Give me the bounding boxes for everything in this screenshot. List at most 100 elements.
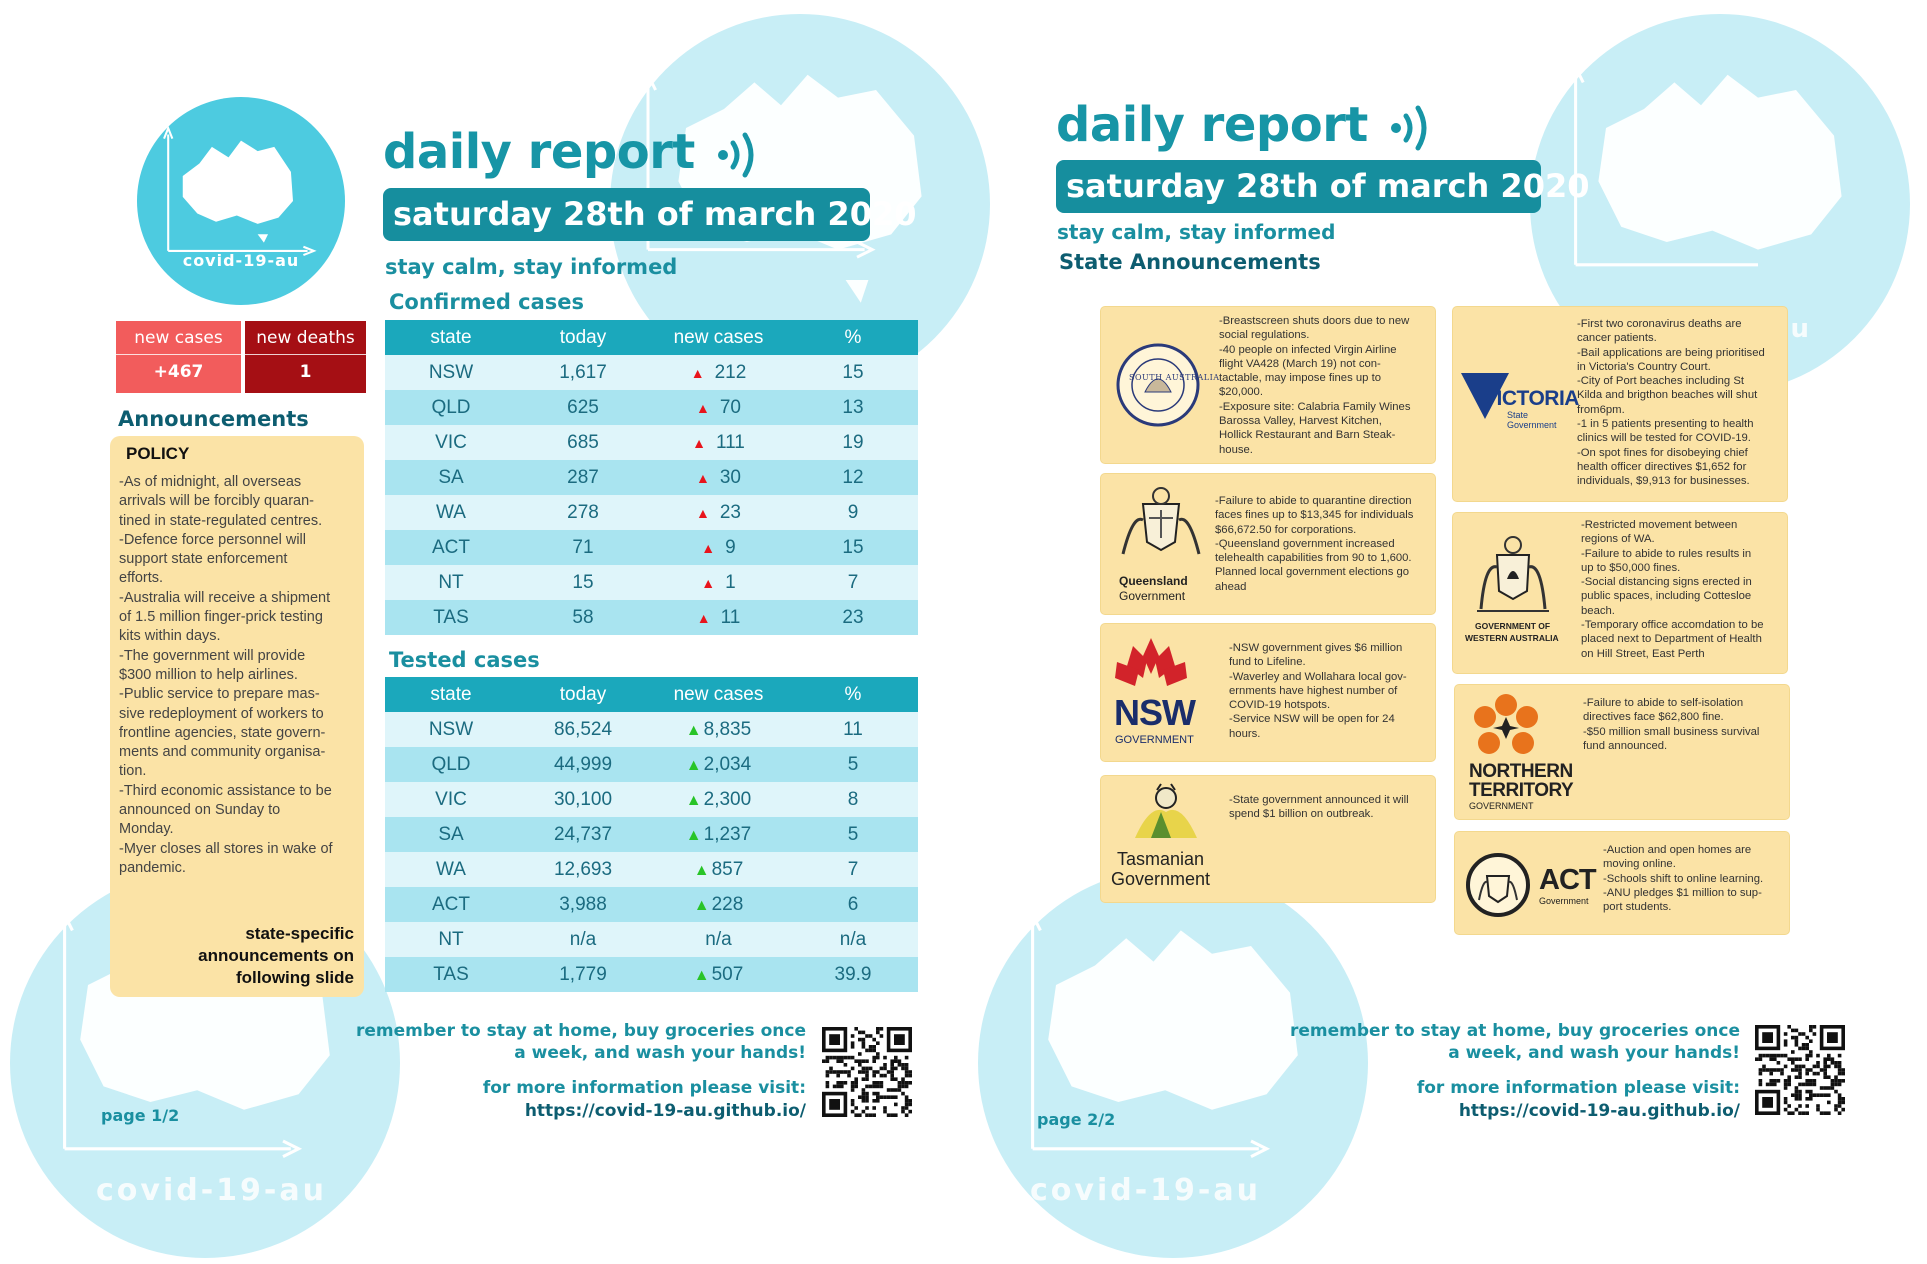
- state-card-tas: Tasmanian Government -State government a…: [1101, 776, 1435, 902]
- cell-today-value: 1,617: [559, 361, 607, 383]
- new-deaths-box: new deaths 1: [245, 321, 366, 393]
- title-text: daily report: [1056, 97, 1368, 153]
- broadcast-icon: [718, 132, 754, 178]
- tested-title: Tested cases: [389, 648, 540, 672]
- col-today: today: [517, 320, 649, 355]
- cell-state: ACT: [385, 887, 517, 922]
- up-arrow-icon: ▲: [701, 574, 716, 591]
- vic-logo-line2: State: [1507, 410, 1529, 420]
- cell-new-cases: ▲ 507: [649, 957, 788, 992]
- cell-state-value: SA: [438, 823, 464, 845]
- state-card-nt: NORTHERN TERRITORY GOVERNMENT -Failure t…: [1455, 685, 1789, 819]
- cell-today: 58: [517, 600, 649, 635]
- qr-code-icon[interactable]: [822, 1027, 912, 1117]
- new-cases-label: new cases: [116, 321, 241, 355]
- cell-state: NSW: [385, 712, 517, 747]
- up-arrow-icon: ▲: [685, 721, 702, 739]
- cell-state-value: NSW: [428, 361, 474, 383]
- cell-new-cases-value: 2,300: [703, 788, 752, 810]
- state-card-qld: Queensland Government -Failure to abide …: [1101, 474, 1435, 614]
- cell-new-cases: ▲ 2,300: [649, 782, 788, 817]
- victoria-logo-icon: [1461, 373, 1509, 419]
- up-arrow-icon: ▲: [685, 756, 702, 774]
- cell-today: 625: [517, 390, 649, 425]
- cell-state: NSW: [385, 355, 517, 390]
- vic-logo-line1: VICTORIA: [1483, 387, 1579, 410]
- tas-logo-line2: Government: [1111, 869, 1211, 889]
- wa-logo-line2: WESTERN AUSTRALIA: [1465, 633, 1559, 643]
- policy-footer: state-specific announcements on followin…: [198, 924, 354, 987]
- cell-today: 86,524: [517, 712, 649, 747]
- cell-percent: 15: [788, 355, 918, 390]
- cell-new-cases: ▲ 2,034: [649, 747, 788, 782]
- table-row: NT 15 ▲ 1 7: [385, 565, 918, 600]
- cell-today-value: 12,693: [553, 858, 613, 880]
- cell-percent-value: 13: [842, 396, 864, 418]
- cell-today: 12,693: [517, 852, 649, 887]
- date-banner: saturday 28th of march 2020: [383, 188, 916, 241]
- cell-today: 3,988: [517, 887, 649, 922]
- cell-percent-value: 23: [842, 606, 864, 628]
- cell-state: NT: [385, 565, 517, 600]
- up-arrow-icon: ▲: [701, 539, 716, 556]
- tested-table: state today new cases % NSW 86,524 ▲ 8,835 1…: [385, 677, 918, 992]
- state-announcements-heading: State Announcements: [1059, 250, 1321, 274]
- cell-percent: n/a: [788, 922, 918, 957]
- cell-state: TAS: [385, 957, 517, 992]
- state-card-wa: GOVERNMENT OF WESTERN AUSTRALIA -Restric…: [1453, 513, 1787, 673]
- policy-title: POLICY: [126, 444, 190, 463]
- cell-percent: 39.9: [788, 957, 918, 992]
- table-row: NT n/a n/a n/a: [385, 922, 918, 957]
- cell-percent: 8: [788, 782, 918, 817]
- cell-percent-value: 7: [847, 571, 859, 593]
- cell-state-value: QLD: [431, 396, 471, 418]
- cell-today: 44,999: [517, 747, 649, 782]
- info-link[interactable]: https://covid-19-au.github.io/: [524, 1101, 806, 1121]
- cell-new-cases: ▲ 23: [649, 495, 788, 530]
- up-arrow-icon: ▲: [692, 434, 706, 451]
- waratah-icon: [1115, 638, 1187, 686]
- wa-announcement-text: -Restricted movement between regions of …: [1581, 519, 1764, 660]
- cell-today: 1,617: [517, 355, 649, 390]
- col-state: state: [385, 320, 517, 355]
- cell-percent: 12: [788, 460, 918, 495]
- cell-new-cases: ▲ 212: [649, 355, 788, 390]
- cell-state-value: VIC: [435, 788, 467, 810]
- cell-state-value: TAS: [433, 606, 469, 628]
- new-cases-box: new cases +467: [116, 321, 241, 393]
- cell-state-value: TAS: [433, 963, 469, 985]
- cell-percent-value: 5: [847, 753, 859, 775]
- nsw-announcement-text: -NSW government gives $6 million fund to…: [1229, 642, 1407, 740]
- cell-new-cases: n/a: [649, 922, 788, 957]
- table-row: WA 12,693 ▲ 857 7: [385, 852, 918, 887]
- cell-new-cases: ▲ 30: [649, 460, 788, 495]
- cell-percent-value: 8: [847, 788, 859, 810]
- cell-state-value: WA: [436, 858, 466, 880]
- qr-code-icon[interactable]: [1755, 1025, 1845, 1115]
- south-australia-logo-icon: [1116, 343, 1200, 427]
- page-number: page 2/2: [1037, 1110, 1116, 1129]
- cell-new-cases-value: n/a: [705, 928, 732, 950]
- col-percent: %: [788, 320, 918, 355]
- cell-new-cases-value: 212: [714, 361, 747, 383]
- cell-state-value: ACT: [432, 536, 470, 558]
- cell-percent-value: 15: [842, 536, 864, 558]
- up-arrow-icon: ▲: [690, 364, 705, 381]
- cell-percent-value: 11: [843, 718, 863, 740]
- col-today: today: [517, 677, 649, 712]
- nt-logo-line2: TERRITORY: [1469, 780, 1574, 801]
- watermark-text: covid-19-au: [96, 1173, 327, 1208]
- stay-home-message: remember to stay at home, buy groceries …: [1290, 1021, 1740, 1063]
- table-row: VIC 685 ▲ 111 19: [385, 425, 918, 460]
- cell-today-value: n/a: [569, 928, 597, 950]
- act-logo-line1: ACT: [1539, 864, 1597, 896]
- cell-percent: 7: [788, 565, 918, 600]
- cell-new-cases: ▲ 1,237: [649, 817, 788, 852]
- cell-new-cases-value: 23: [719, 501, 741, 523]
- cell-percent-value: 7: [847, 858, 859, 880]
- cell-state: ACT: [385, 530, 517, 565]
- cell-new-cases: ▲ 70: [649, 390, 788, 425]
- cell-new-cases-value: 1,237: [703, 823, 752, 845]
- info-link[interactable]: https://covid-19-au.github.io/: [1458, 1101, 1740, 1121]
- cell-state: QLD: [385, 747, 517, 782]
